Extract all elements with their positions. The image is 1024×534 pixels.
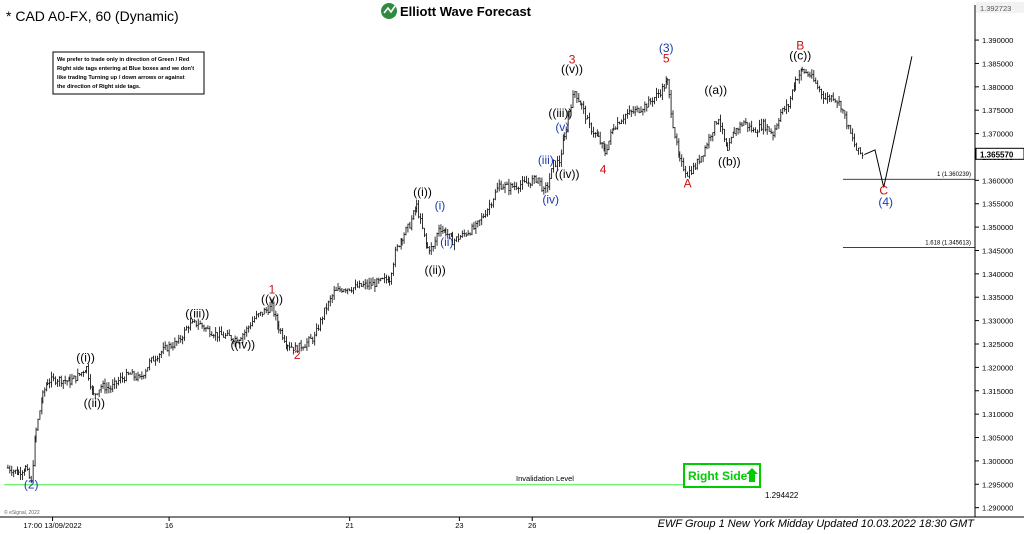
wave-label-5: 1	[269, 282, 276, 296]
y-tick-label-8: 1.350000	[982, 223, 1013, 232]
disclaimer-line-2: Right side tags entering at Blue boxes a…	[57, 66, 194, 72]
wave-label-28: (4)	[878, 195, 893, 209]
disclaimer-line-1: We prefer to trade only in direction of …	[57, 57, 190, 63]
y-tick-label-9: 1.345000	[982, 246, 1013, 255]
projection-path	[864, 56, 913, 188]
arrow-up-icon	[746, 468, 758, 482]
wave-label-10: (ii)	[440, 235, 453, 249]
top-price-box	[976, 2, 1024, 13]
x-tick-label-1: 16	[165, 521, 173, 530]
wave-label-25: B	[796, 38, 804, 52]
last-price-label: 1.365570	[980, 150, 1014, 159]
y-tick-label-1: 1.385000	[982, 59, 1013, 68]
wave-label-7: 2	[294, 348, 301, 362]
y-tick-label-14: 1.320000	[982, 363, 1013, 372]
wave-label-20: (3)	[659, 41, 674, 55]
y-tick-label-15: 1.315000	[982, 387, 1013, 396]
update-footer: EWF Group 1 New York Midday Updated 10.0…	[658, 518, 976, 530]
invalidation-price-label: 1.294422	[765, 491, 799, 500]
wave-label-13: (iv)	[542, 193, 559, 207]
y-tick-label-13: 1.325000	[982, 340, 1013, 349]
right-side-tag-label: Right Side	[688, 469, 748, 483]
wave-label-15: ((iii))	[548, 106, 572, 120]
wave-label-2: ((ii))	[84, 396, 105, 410]
y-tick-label-18: 1.300000	[982, 457, 1013, 466]
fib-1618-label: 1.618 (1.345613)	[925, 241, 971, 247]
y-tick-label-20: 1.290000	[982, 504, 1013, 513]
wave-label-23: ((a))	[704, 83, 727, 97]
y-tick-label-4: 1.370000	[982, 130, 1013, 139]
wave-label-4: ((iv))	[231, 338, 256, 352]
wave-label-26: ((c))	[789, 49, 811, 63]
disclaimer-line-4: the direction of Right side tags.	[57, 84, 141, 90]
wave-label-14: (v)	[555, 120, 569, 134]
x-tick-label-3: 23	[455, 521, 463, 530]
chart-title: * CAD A0-FX, 60 (Dynamic)	[6, 8, 179, 24]
x-tick-label-2: 21	[346, 521, 354, 530]
wave-label-6: ((v))	[261, 292, 283, 306]
y-tick-label-11: 1.335000	[982, 293, 1013, 302]
right-side-tag: Right Side	[683, 463, 761, 488]
logo-wave-icon	[383, 5, 396, 14]
y-tick-label-7: 1.355000	[982, 200, 1013, 209]
wave-label-18: ((v))	[561, 62, 583, 76]
fib-1-label: 1 (1.360239)	[937, 172, 971, 178]
projection-line	[864, 56, 913, 188]
wave-label-0: (2)	[24, 477, 39, 491]
wave-label-21: 5	[663, 52, 670, 66]
invalidation-label: Invalidation Level	[516, 474, 574, 483]
x-tick-label-0: 17:00 13/09/2022	[23, 521, 81, 530]
y-tick-label-3: 1.375000	[982, 106, 1013, 115]
y-tick-label-12: 1.330000	[982, 317, 1013, 326]
wave-label-11: ((ii))	[424, 263, 445, 277]
wave-label-16: ((iv))	[555, 167, 580, 181]
y-tick-label-17: 1.305000	[982, 434, 1013, 443]
wave-label-27: C	[879, 183, 888, 197]
wave-label-1: ((i))	[76, 350, 95, 364]
x-tick-label-4: 26	[528, 521, 536, 530]
y-tick-label-16: 1.310000	[982, 410, 1013, 419]
right-side-tag-border	[683, 463, 761, 488]
wave-label-12: (iii)	[538, 153, 554, 167]
top-price-label: 1.392723	[980, 4, 1011, 13]
wave-labels: (2)((i))((ii))((iii))((iv))1((v))2((i))(…	[24, 38, 893, 491]
wave-label-9: (i)	[435, 198, 446, 212]
wave-label-22: A	[684, 176, 692, 190]
price-levels: 1 (1.360239) 1.618 (1.345613) Invalidation…	[4, 172, 975, 486]
copyright-text: © eSignal, 2022	[4, 509, 40, 516]
y-tick-label-6: 1.360000	[982, 176, 1013, 185]
wave-label-8: ((i))	[413, 185, 432, 199]
y-tick-label-10: 1.340000	[982, 270, 1013, 279]
brand-logo: Elliott Wave Forecast	[381, 3, 532, 19]
wave-label-17: 3	[569, 52, 576, 66]
logo-circle-icon	[381, 3, 397, 19]
y-tick-label-19: 1.295000	[982, 480, 1013, 489]
wave-label-24: ((b))	[718, 154, 741, 168]
disclaimer-line-3: like trading Turning up / down arrows or…	[57, 75, 185, 81]
wave-label-3: ((iii))	[185, 306, 209, 320]
wave-label-19: 4	[600, 162, 607, 176]
x-axis-ticks: 17:00 13/09/2022 16 21 23 26	[23, 517, 536, 530]
last-price-box	[975, 147, 1024, 160]
disclaimer-border	[52, 51, 205, 95]
price-bars	[6, 66, 864, 484]
disclaimer-box: We prefer to trade only in direction of …	[52, 51, 205, 95]
y-tick-label-0: 1.390000	[982, 36, 1013, 45]
brand-name: Elliott Wave Forecast	[400, 4, 532, 19]
y-tick-label-2: 1.380000	[982, 83, 1013, 92]
